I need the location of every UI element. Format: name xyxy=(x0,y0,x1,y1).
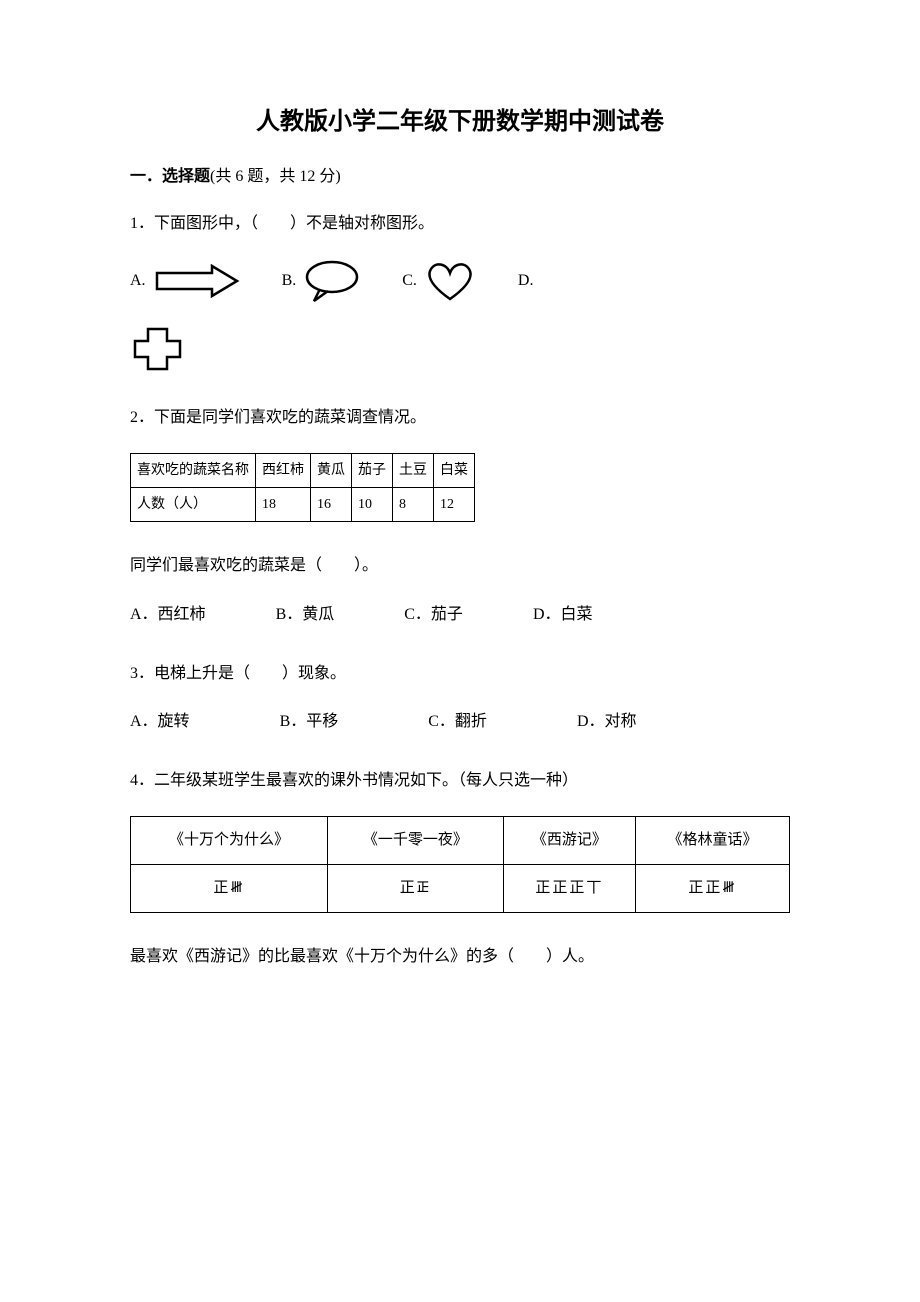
veg-val-2: 10 xyxy=(352,487,393,521)
veg-col-3: 土豆 xyxy=(393,453,434,487)
q4-text: 4．二年级某班学生最喜欢的课外书情况如下。（每人只选一种） xyxy=(130,767,790,796)
q1-opt-b-label: B. xyxy=(282,267,297,296)
veg-val-3: 8 xyxy=(393,487,434,521)
q3-text: 3．电梯上升是（ ）现象。 xyxy=(130,660,790,689)
q1-shapes-row: A. B. C. D. xyxy=(130,259,790,304)
q4-follow: 最喜欢《西游记》的比最喜欢《十万个为什么》的多（ ）人。 xyxy=(130,943,790,972)
q2-options: A．西红柿 B．黄瓜 C．茄子 D．白菜 xyxy=(130,601,790,630)
question-1: 1．下面图形中，（ ）不是轴对称图形。 A. B. C. D. xyxy=(130,210,790,374)
speech-bubble-icon xyxy=(302,259,362,304)
veg-col-2: 茄子 xyxy=(352,453,393,487)
arrow-right-icon xyxy=(152,261,242,301)
q1-text: 1．下面图形中，（ ）不是轴对称图形。 xyxy=(130,210,790,239)
q3-options: A．旋转 B．平移 C．翻折 D．对称 xyxy=(130,708,790,737)
table-row: 人数（人） 18 16 10 8 12 xyxy=(131,487,475,521)
question-4: 4．二年级某班学生最喜欢的课外书情况如下。（每人只选一种） 《十万个为什么》 《… xyxy=(130,767,790,972)
book-col-2: 《西游记》 xyxy=(503,816,635,864)
veg-col-0: 西红柿 xyxy=(256,453,311,487)
veg-val-1: 16 xyxy=(311,487,352,521)
question-2: 2．下面是同学们喜欢吃的蔬菜调查情况。 喜欢吃的蔬菜名称 西红柿 黄瓜 茄子 土… xyxy=(130,404,790,630)
tally-3: 正正𝍸 xyxy=(636,864,790,912)
veg-header-label: 喜欢吃的蔬菜名称 xyxy=(131,453,256,487)
table-row: 正𝍸 正𝍶 正正正丅 正正𝍸 xyxy=(131,864,790,912)
q1-opt-d-label: D. xyxy=(518,267,534,296)
veg-col-4: 白菜 xyxy=(434,453,475,487)
heart-icon xyxy=(423,259,478,304)
q2-text: 2．下面是同学们喜欢吃的蔬菜调查情况。 xyxy=(130,404,790,433)
veg-col-1: 黄瓜 xyxy=(311,453,352,487)
table-row: 《十万个为什么》 《一千零一夜》 《西游记》 《格林童话》 xyxy=(131,816,790,864)
veg-row-label: 人数（人） xyxy=(131,487,256,521)
tally-1: 正𝍶 xyxy=(328,864,504,912)
veg-val-4: 12 xyxy=(434,487,475,521)
exam-title: 人教版小学二年级下册数学期中测试卷 xyxy=(130,100,790,143)
q3-opt-a: A．旋转 xyxy=(130,708,190,737)
book-table: 《十万个为什么》 《一千零一夜》 《西游记》 《格林童话》 正𝍸 正𝍶 正正正丅… xyxy=(130,816,790,913)
section-1-suffix: (共 6 题，共 12 分) xyxy=(210,168,341,185)
q3-opt-b: B．平移 xyxy=(280,708,339,737)
q3-opt-d: D．对称 xyxy=(577,708,637,737)
q2-opt-d: D．白菜 xyxy=(533,601,593,630)
q1-option-c: C. xyxy=(402,259,478,304)
q2-follow: 同学们最喜欢吃的蔬菜是（ ）。 xyxy=(130,552,790,581)
veg-val-0: 18 xyxy=(256,487,311,521)
q2-opt-a: A．西红柿 xyxy=(130,601,206,630)
section-1-prefix: 一．选择题 xyxy=(130,168,210,185)
book-col-1: 《一千零一夜》 xyxy=(328,816,504,864)
q1-option-b: B. xyxy=(282,259,363,304)
book-col-0: 《十万个为什么》 xyxy=(131,816,328,864)
question-3: 3．电梯上升是（ ）现象。 A．旋转 B．平移 C．翻折 D．对称 xyxy=(130,660,790,738)
q2-opt-c: C．茄子 xyxy=(404,601,463,630)
tally-2: 正正正丅 xyxy=(503,864,635,912)
book-col-3: 《格林童话》 xyxy=(636,816,790,864)
q1-option-d: D. xyxy=(518,267,534,296)
tally-0: 正𝍸 xyxy=(131,864,328,912)
q1-option-a: A. xyxy=(130,261,242,301)
section-1-header: 一．选择题(共 6 题，共 12 分) xyxy=(130,163,790,192)
q2-opt-b: B．黄瓜 xyxy=(276,601,335,630)
table-row: 喜欢吃的蔬菜名称 西红柿 黄瓜 茄子 土豆 白菜 xyxy=(131,453,475,487)
q1-opt-a-label: A. xyxy=(130,267,146,296)
q3-opt-c: C．翻折 xyxy=(428,708,487,737)
q1-shapes-row-2 xyxy=(130,324,790,374)
vegetable-table: 喜欢吃的蔬菜名称 西红柿 黄瓜 茄子 土豆 白菜 人数（人） 18 16 10 … xyxy=(130,453,475,522)
cross-plus-icon xyxy=(130,324,185,374)
q1-opt-c-label: C. xyxy=(402,267,417,296)
